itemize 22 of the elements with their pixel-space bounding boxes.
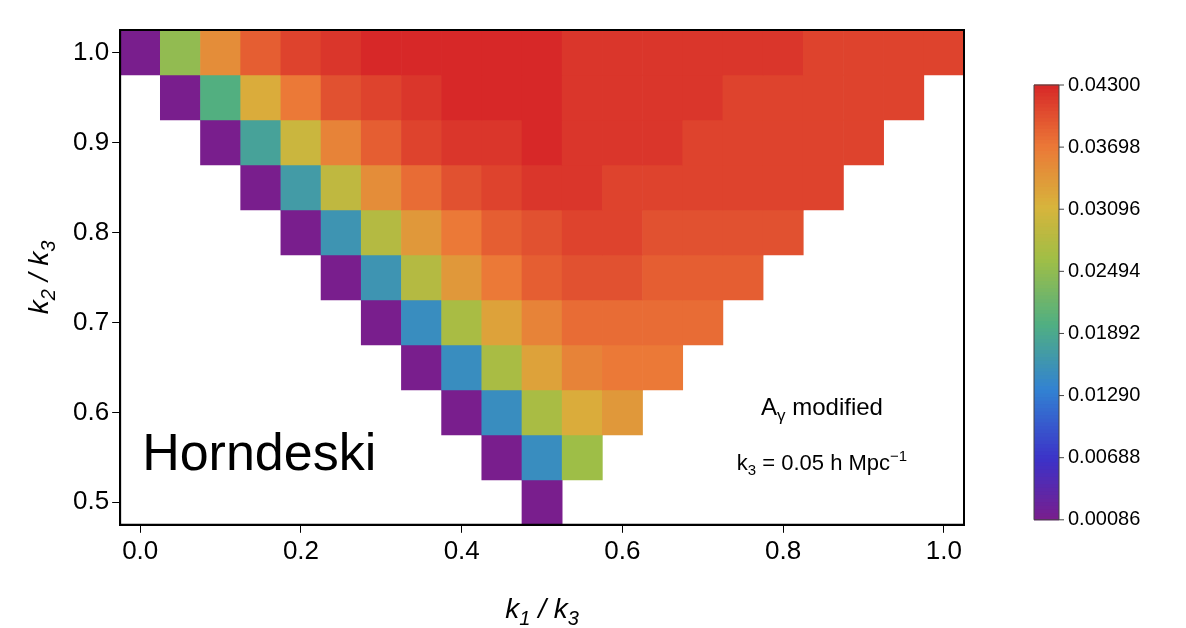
x-tick-label: 0.2 (282, 534, 320, 565)
color-bar-label: 0.01290 (1068, 383, 1141, 406)
x-tick-label: 0.4 (443, 534, 480, 565)
y-tick-label: 0.8 (72, 215, 110, 246)
color-bar-label: 0.03096 (1068, 196, 1141, 219)
annotation: Horndeski (142, 422, 377, 481)
y-tick-label: 0.6 (72, 395, 110, 426)
y-tick-label: 1.0 (72, 35, 110, 66)
color-bar-label: 0.02494 (1068, 258, 1141, 281)
color-bar-label: 0.04300 (1068, 72, 1141, 95)
y-tick-label: 0.5 (72, 485, 110, 516)
x-tick-label: 0.0 (122, 534, 159, 565)
y-tick-label: 0.9 (72, 125, 110, 156)
color-bar-label: 0.00086 (1068, 507, 1141, 530)
y-axis-title: k2 / k3 (23, 240, 59, 315)
color-bar-label: 0.01892 (1068, 320, 1141, 343)
color-bar-label: 0.00688 (1068, 445, 1141, 468)
color-bar-label: 0.03698 (1068, 134, 1141, 157)
x-tick-label: 0.6 (604, 534, 641, 565)
x-tick-label: 1.0 (925, 534, 962, 565)
y-tick-label: 0.7 (72, 305, 110, 336)
x-tick-label: 0.8 (765, 534, 802, 565)
